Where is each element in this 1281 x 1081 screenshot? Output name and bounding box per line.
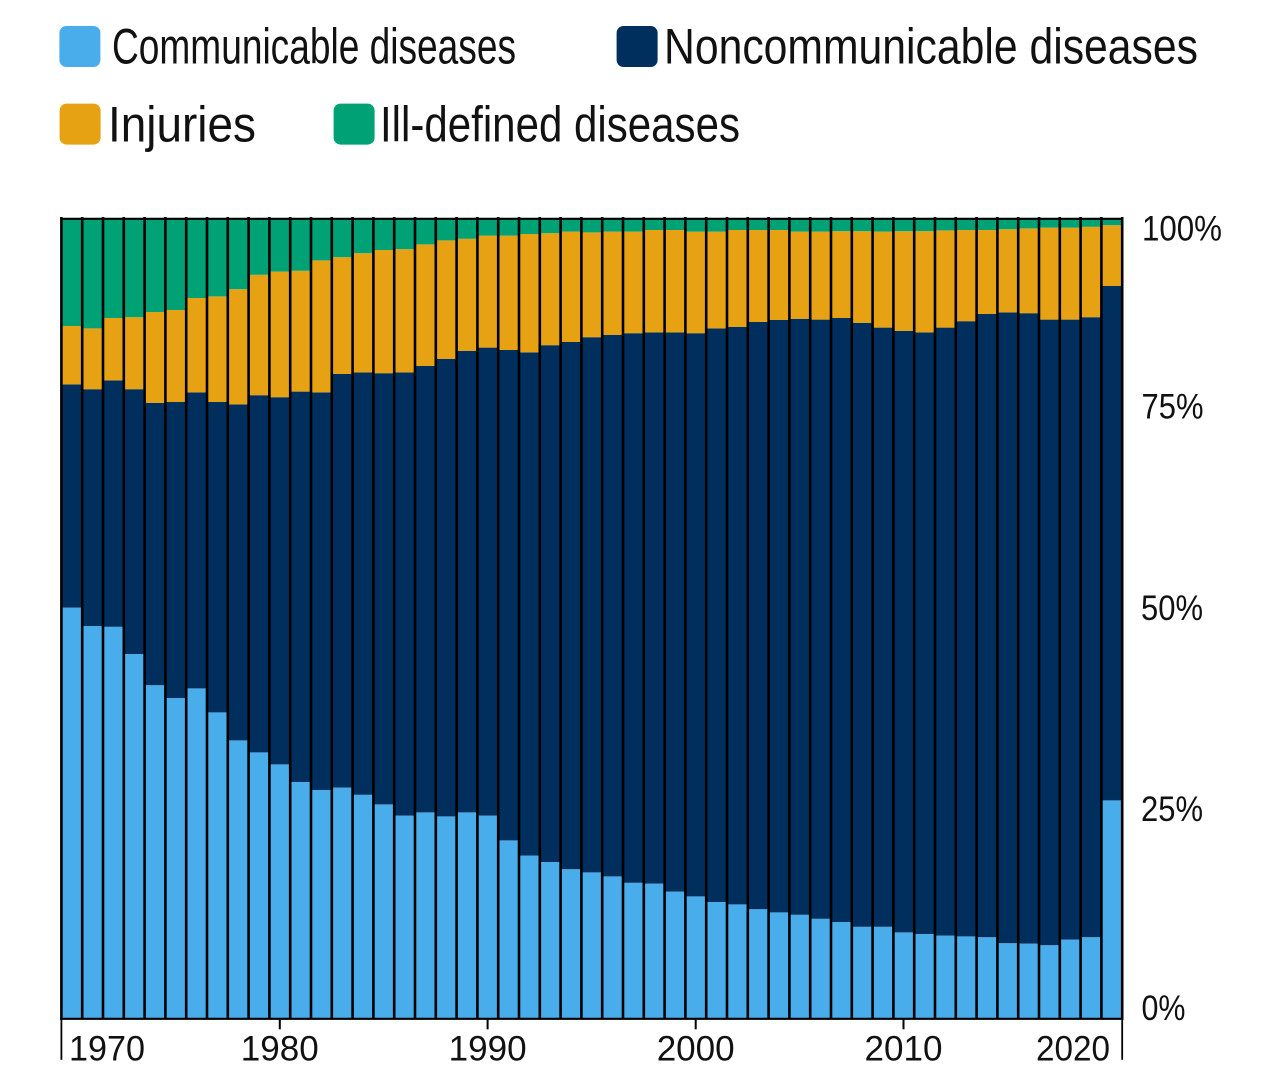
svg-text:Injuries: Injuries (108, 97, 256, 153)
svg-text:25%: 25% (1141, 790, 1203, 829)
svg-text:0%: 0% (1142, 989, 1186, 1028)
svg-text:1980: 1980 (241, 1030, 319, 1069)
svg-text:Noncommunicable diseases: Noncommunicable diseases (664, 19, 1198, 75)
svg-text:100%: 100% (1142, 210, 1222, 249)
svg-text:1970: 1970 (69, 1030, 145, 1069)
svg-text:50%: 50% (1141, 589, 1203, 628)
svg-text:2020: 2020 (1036, 1030, 1110, 1069)
svg-text:Ill-defined diseases: Ill-defined diseases (380, 97, 740, 153)
svg-text:1990: 1990 (449, 1030, 527, 1069)
svg-text:2010: 2010 (865, 1030, 943, 1069)
svg-text:2000: 2000 (657, 1030, 735, 1069)
svg-text:75%: 75% (1142, 387, 1204, 426)
svg-text:Communicable diseases: Communicable diseases (112, 19, 516, 75)
